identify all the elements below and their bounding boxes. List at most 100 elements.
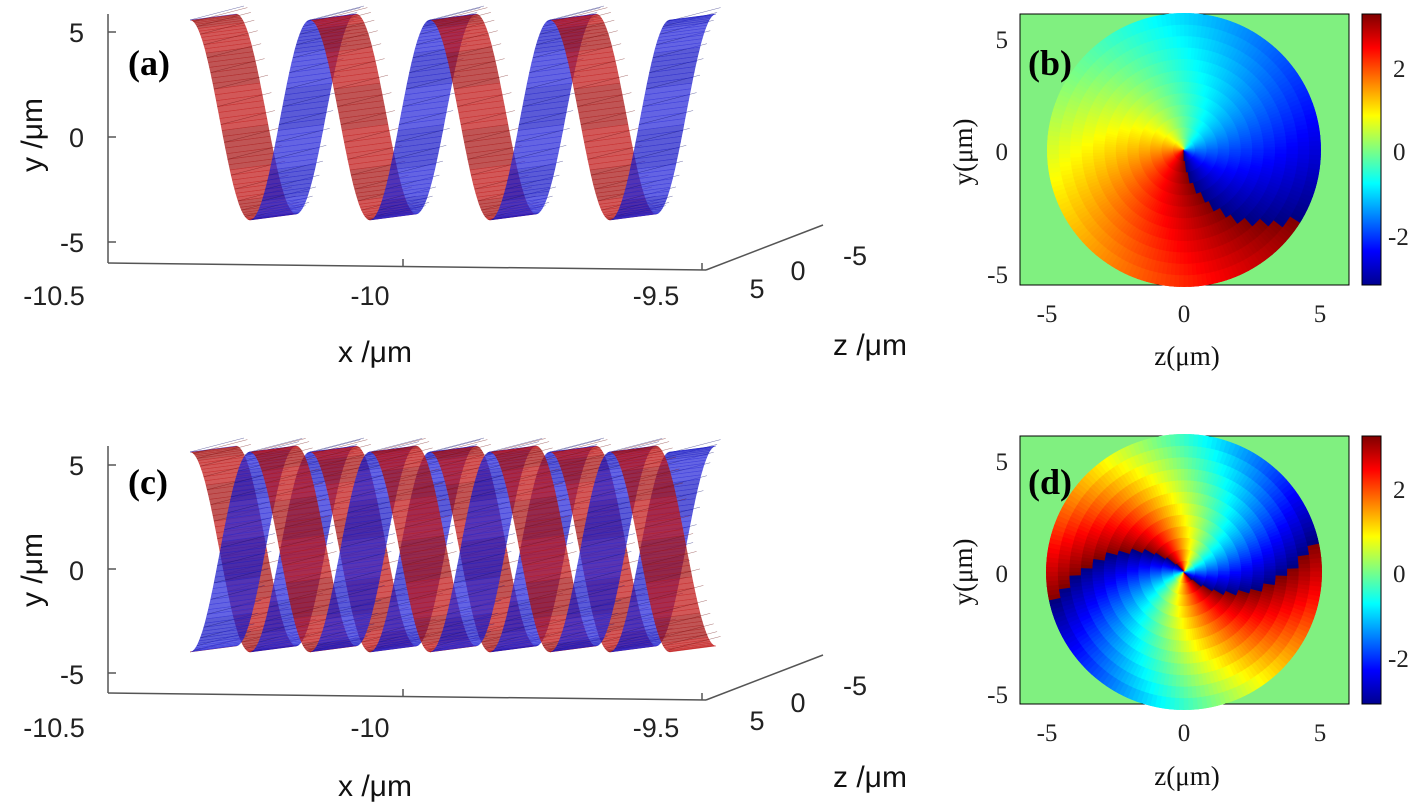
panel-b-disk-wedge	[1217, 149, 1231, 152]
panel-b-disk-wedge	[1183, 46, 1188, 60]
panel-a-helix-vector	[309, 5, 365, 21]
panel-c-helix-vector	[248, 438, 303, 453]
panel-c-helix-vector	[495, 441, 550, 456]
panel-a-helix-strip	[668, 13, 717, 21]
panel-b-disk-wedge	[1309, 149, 1321, 156]
panel-b-y-ticks: 5 0 -5	[987, 27, 1008, 289]
panel-a: 5 0 -5 -10.5 -10 -9.5 5 0 -5 y /μm x /μm…	[16, 5, 907, 369]
panel-c-helix-vector	[316, 444, 371, 459]
panel-b-disk-wedge	[1183, 13, 1190, 25]
panel-a-helix-vector	[189, 5, 245, 21]
panel-b-disk-wedge	[1179, 263, 1185, 276]
panel-a-y-tick: 0	[69, 123, 84, 153]
panel-c-helix-vector	[388, 482, 443, 498]
panel-b-disk-wedge	[1183, 35, 1189, 48]
panel-a-helix-vector	[327, 43, 382, 58]
panel-c-helix-vector	[285, 568, 341, 584]
panel-a-helix-vector	[207, 43, 262, 58]
panel-a-x-tick: -9.5	[633, 281, 680, 311]
panel-c-helix-vector	[440, 451, 495, 467]
panel-a-helix-vector	[213, 74, 269, 90]
panel-c-helix-vector	[399, 533, 454, 548]
panel-a-helix-vector	[549, 5, 605, 21]
panel-c-helix-vector	[368, 438, 423, 453]
panel-b-disk-wedge	[1183, 58, 1188, 71]
panel-b-disk-wedge	[1252, 149, 1265, 154]
panel-c-helix-vector	[519, 533, 574, 548]
panel-a-x-axis-line	[107, 262, 707, 271]
panel-c-helix-vector	[402, 551, 457, 566]
panel-c-helix-vector	[491, 438, 546, 453]
panel-c-helix-vector	[405, 568, 461, 584]
panel-d-disk-wedge	[1229, 571, 1242, 575]
panel-c-helix-vector	[279, 533, 334, 548]
panel-a-helix-vector	[563, 30, 618, 45]
panel-a-helix-vector	[429, 5, 485, 21]
panel-a-helix-vector	[447, 43, 502, 58]
panel-a-helix-vector	[220, 110, 275, 125]
panel-a-x-tick: -10	[350, 281, 389, 311]
panel-a-helix-vector	[587, 145, 642, 160]
panel-c-helix-vector	[652, 600, 707, 615]
panel-a-helix-vector	[203, 30, 258, 45]
panel-b-x-ticks: -5 0 5	[1037, 301, 1327, 328]
panel-c-helix-vector	[659, 623, 714, 639]
panel-c-helix-vector	[375, 441, 430, 456]
panel-b-disk-wedge	[1286, 149, 1299, 155]
panel-c-helix-vector	[371, 438, 426, 453]
panel-a-helix-vector	[556, 12, 611, 27]
panel-b-disk-wedge	[1047, 144, 1059, 151]
panel-a-y-label: y /μm	[16, 98, 49, 172]
panel-b-colorbar-tick: -2	[1388, 224, 1409, 251]
panel-c-z-ticks: 5 0 -5	[749, 671, 867, 736]
panel-a-helix-vector	[460, 110, 515, 125]
panel-c-z-tick: 5	[749, 706, 764, 736]
panel-c-helix-vector	[196, 444, 251, 459]
panel-c-helix-strip	[668, 645, 717, 653]
panel-c-helix-vector	[313, 439, 368, 454]
panel-c-x-axis-line	[107, 692, 707, 701]
panel-c-helix-vector	[611, 438, 666, 453]
panel-d-disk-wedge	[1218, 571, 1231, 574]
panel-a-helix-vector	[440, 19, 495, 35]
panel-b-disk-wedge	[1180, 241, 1185, 253]
panel-b-disk-wedge	[1183, 24, 1189, 37]
panel-a-helix-vector	[433, 7, 488, 22]
panel-c-helix-vector	[265, 468, 320, 484]
panel-a-helix-vector	[320, 19, 375, 35]
panel-d-disk-wedge	[1195, 571, 1208, 574]
panel-a-helix-vector	[224, 128, 279, 143]
panel-a-helix-vector	[584, 128, 639, 143]
panel-a-helix-vector	[196, 12, 251, 27]
panel-c-y-tick: -5	[60, 660, 84, 690]
panel-a-helix-vector	[323, 30, 378, 45]
panel-c-helix-vector	[501, 456, 557, 472]
panel-c-y-ticks: 5 0 -5	[60, 451, 116, 690]
panel-c-helix-vector	[378, 447, 433, 463]
panel-a-helix-vector	[316, 12, 371, 27]
panel-b-colorbar-ticks: 2 0 -2	[1388, 56, 1409, 251]
panel-a-helix-vector	[443, 30, 498, 45]
panel-c-x-tick: -10.5	[23, 713, 85, 743]
panel-a-helix-vector	[570, 58, 625, 73]
panel-a-helix-vector	[577, 92, 632, 107]
panel-c-helix-vector	[436, 444, 491, 459]
panel-a-helix	[189, 5, 721, 221]
panel-c-helix-vector	[553, 439, 608, 454]
panel-c-helix-vector	[549, 437, 605, 453]
panel-b-disk-wedge	[1206, 149, 1219, 152]
panel-c-helix-vector	[282, 551, 337, 566]
panel-c-helix-vector	[251, 438, 306, 453]
panel-a-z-tick: -5	[843, 241, 867, 271]
panel-b-disk-wedge	[1058, 145, 1071, 151]
panel-b-disk-wedge	[1092, 146, 1105, 151]
panel-b-disk-wedge	[1229, 149, 1242, 153]
panel-c-helix-vector	[525, 568, 581, 584]
panel-c: 5 0 -5 -10.5 -10 -9.5 5 0 -5 y /μm x /μm…	[16, 437, 907, 803]
panel-b-disk-wedge	[1069, 145, 1082, 151]
panel-c-helix-vector	[255, 441, 310, 456]
panel-c-helix-vector	[642, 551, 697, 566]
panel-b-colorbar-tick: 0	[1393, 139, 1406, 166]
panel-b-disk-wedge	[1275, 149, 1287, 154]
panel-c-helix-vector	[385, 468, 440, 484]
